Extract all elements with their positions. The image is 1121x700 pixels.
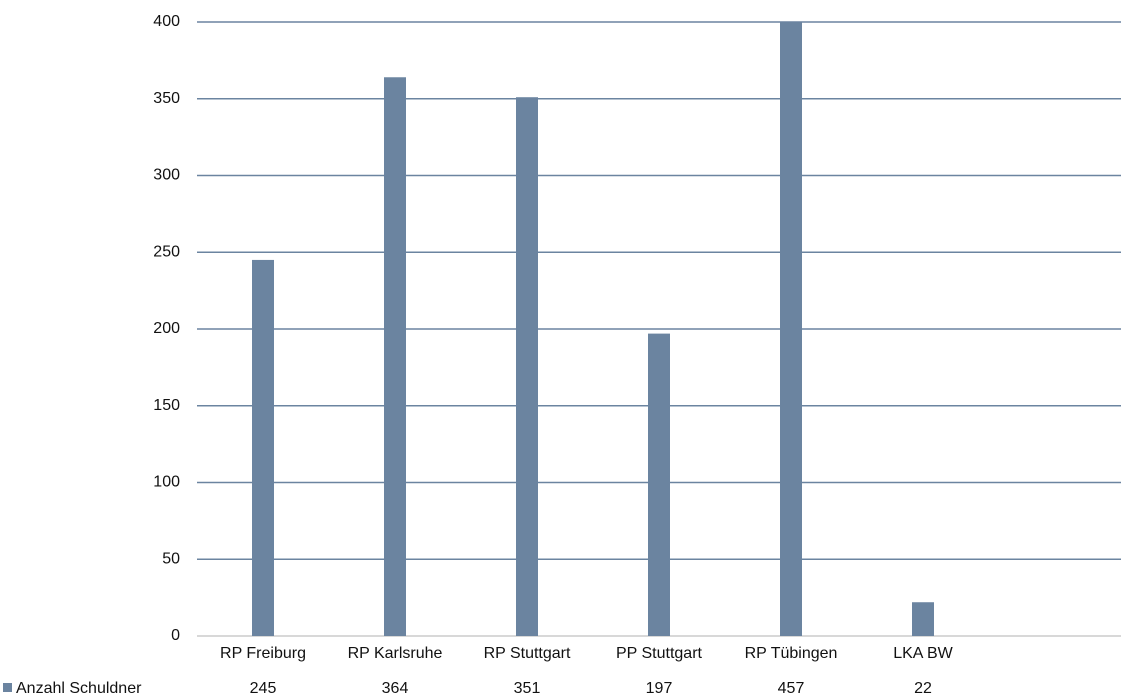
- table-value: 364: [382, 680, 409, 697]
- y-tick-label: 250: [153, 243, 180, 260]
- bar: [384, 77, 406, 636]
- x-tick-label: RP Tübingen: [745, 645, 838, 662]
- x-tick-label: RP Freiburg: [220, 645, 306, 662]
- table-value: 197: [646, 680, 673, 697]
- table-value: 351: [514, 680, 541, 697]
- bar: [912, 602, 934, 636]
- x-tick-label: LKA BW: [893, 645, 953, 662]
- legend-label: Anzahl Schuldner: [16, 680, 142, 697]
- table-value: 245: [250, 680, 277, 697]
- y-tick-label: 300: [153, 167, 180, 184]
- y-tick-label: 50: [162, 550, 180, 567]
- legend-swatch: [3, 683, 12, 692]
- plot-area: [252, 22, 934, 636]
- y-tick-label: 100: [153, 474, 180, 491]
- table-value: 457: [778, 680, 805, 697]
- bar: [648, 333, 670, 636]
- y-tick-label: 150: [153, 397, 180, 414]
- y-tick-label: 0: [171, 627, 180, 644]
- y-tick-label: 400: [153, 13, 180, 30]
- x-tick-label: RP Karlsruhe: [348, 645, 443, 662]
- y-tick-label: 200: [153, 320, 180, 337]
- x-tick-label: PP Stuttgart: [616, 645, 703, 662]
- table-value: 22: [914, 680, 932, 697]
- x-tick-label: RP Stuttgart: [484, 645, 571, 662]
- y-tick-label: 350: [153, 90, 180, 107]
- bar: [516, 97, 538, 636]
- bar: [252, 259, 274, 636]
- bar: [780, 22, 802, 636]
